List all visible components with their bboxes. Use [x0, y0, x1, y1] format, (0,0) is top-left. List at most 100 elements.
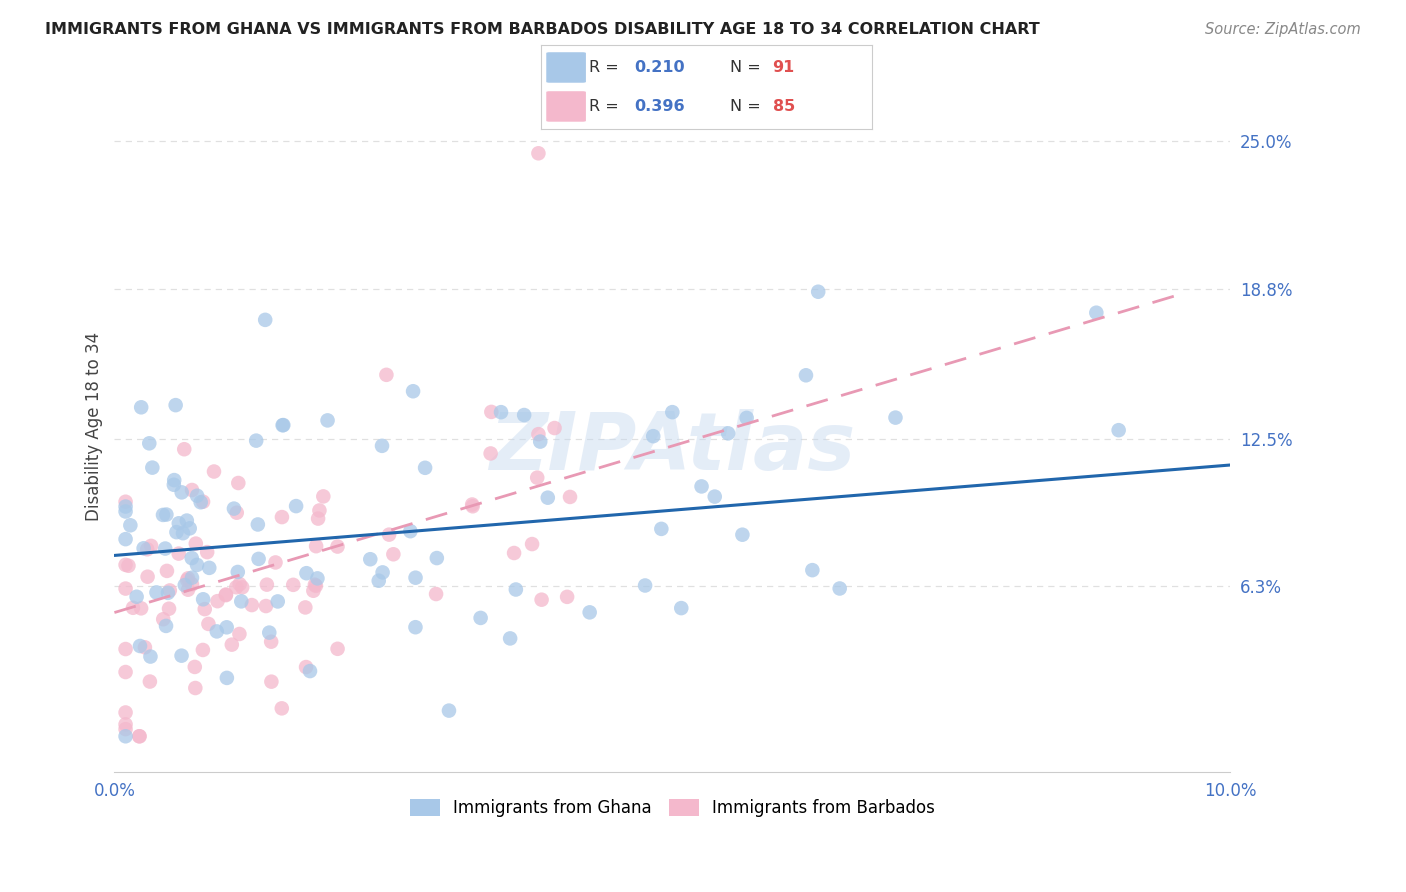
Text: 0.210: 0.210 — [634, 60, 685, 75]
Point — [139, 649, 162, 664]
Point — [128, 729, 150, 743]
Point — [312, 490, 335, 504]
Point — [114, 494, 136, 508]
Point — [167, 547, 190, 561]
Point — [114, 729, 136, 743]
Text: R =: R = — [589, 99, 624, 114]
Point — [165, 525, 187, 540]
Point — [139, 674, 162, 689]
Point — [326, 540, 349, 554]
Point — [215, 588, 238, 602]
Point — [295, 660, 318, 674]
Point — [378, 527, 401, 541]
Point — [479, 446, 502, 460]
Point — [671, 601, 693, 615]
Point — [156, 586, 179, 600]
Point — [155, 508, 177, 522]
Point — [735, 410, 758, 425]
Point — [231, 594, 253, 608]
Point — [231, 580, 253, 594]
Point — [285, 499, 308, 513]
Point — [731, 527, 754, 541]
Point — [176, 573, 198, 587]
Point — [259, 625, 281, 640]
Point — [425, 587, 447, 601]
Point — [526, 470, 548, 484]
Point — [114, 558, 136, 572]
Text: Source: ZipAtlas.com: Source: ZipAtlas.com — [1205, 22, 1361, 37]
Point — [316, 413, 339, 427]
Point — [367, 574, 389, 588]
Point — [461, 498, 484, 512]
Point — [260, 674, 283, 689]
Point — [114, 642, 136, 657]
Point — [402, 384, 425, 399]
Point — [254, 599, 277, 613]
Point — [215, 671, 238, 685]
Point — [163, 477, 186, 491]
Point — [305, 579, 328, 593]
Point — [181, 483, 204, 497]
Point — [156, 564, 179, 578]
Point — [172, 526, 194, 541]
Point — [184, 536, 207, 550]
Point — [578, 605, 600, 619]
Point — [305, 539, 328, 553]
Point — [145, 585, 167, 599]
Point — [177, 571, 200, 585]
Point — [634, 578, 657, 592]
Point — [114, 582, 136, 596]
Point — [271, 510, 294, 524]
Point — [543, 421, 565, 435]
Point — [180, 551, 202, 566]
Point — [260, 634, 283, 648]
Text: N =: N = — [730, 60, 765, 75]
Point — [194, 602, 217, 616]
Point — [181, 571, 204, 585]
Text: 85: 85 — [773, 99, 794, 114]
Point — [152, 612, 174, 626]
Point — [215, 620, 238, 634]
Point — [186, 558, 208, 572]
Point — [155, 619, 177, 633]
Point — [371, 439, 394, 453]
Text: 0.396: 0.396 — [634, 99, 685, 114]
Point — [228, 627, 250, 641]
Point — [271, 418, 294, 433]
Point — [155, 541, 177, 556]
Point — [1085, 306, 1108, 320]
Point — [828, 582, 851, 596]
Point — [132, 541, 155, 556]
Point — [426, 551, 449, 566]
Point — [191, 494, 214, 508]
Point — [152, 508, 174, 522]
Point — [245, 434, 267, 448]
Point — [298, 664, 321, 678]
Point — [405, 571, 427, 585]
Point — [117, 558, 139, 573]
Point — [163, 473, 186, 487]
Point — [136, 570, 159, 584]
Point — [307, 571, 329, 585]
Point — [136, 542, 159, 557]
Point — [703, 490, 725, 504]
Point — [226, 475, 249, 490]
Point — [375, 368, 398, 382]
Point — [304, 578, 326, 592]
Point — [226, 565, 249, 579]
Point — [129, 401, 152, 415]
Text: R =: R = — [589, 60, 624, 75]
Point — [529, 434, 551, 449]
Point — [326, 641, 349, 656]
Point — [184, 681, 207, 695]
Point — [256, 577, 278, 591]
Point — [114, 706, 136, 720]
Point — [114, 532, 136, 546]
Point — [1108, 423, 1130, 437]
Point — [520, 537, 543, 551]
Point — [801, 563, 824, 577]
FancyBboxPatch shape — [547, 53, 586, 83]
Point — [371, 566, 394, 580]
Point — [129, 601, 152, 615]
Point — [191, 643, 214, 657]
